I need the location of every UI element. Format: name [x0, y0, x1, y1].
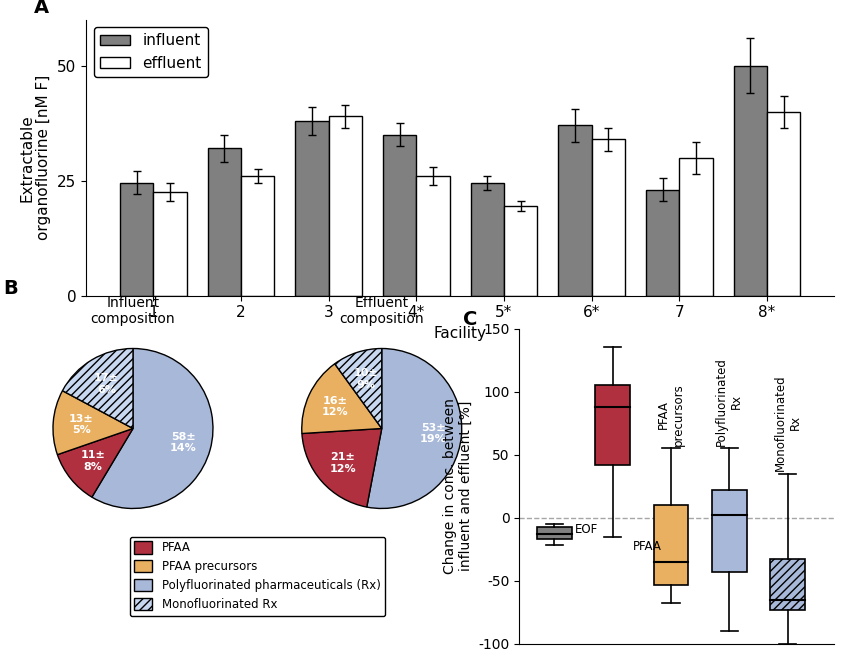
Title: Influent
composition: Influent composition — [90, 296, 175, 326]
Wedge shape — [302, 428, 382, 507]
Text: Monofluorinated
Rx: Monofluorinated Rx — [774, 374, 802, 471]
Bar — [329, 116, 362, 296]
Y-axis label: Change in conc. between
influent and effluent [%]: Change in conc. between influent and eff… — [443, 398, 473, 574]
Text: PFAA: PFAA — [633, 541, 662, 553]
Bar — [416, 176, 450, 296]
Bar — [770, 559, 805, 610]
Y-axis label: Extractable
organofluorine [nM F]: Extractable organofluorine [nM F] — [19, 75, 52, 240]
Legend: PFAA, PFAA precursors, Polyfluorinated pharmaceuticals (Rx), Monofluorinated Rx: PFAA, PFAA precursors, Polyfluorinated p… — [130, 537, 385, 616]
Wedge shape — [63, 348, 133, 428]
Bar — [537, 526, 572, 539]
Text: 13±
5%: 13± 5% — [69, 413, 94, 435]
Bar — [120, 183, 153, 296]
Text: B: B — [3, 279, 18, 298]
Text: PFAA
precursors: PFAA precursors — [657, 383, 685, 446]
Text: C: C — [463, 309, 477, 328]
Bar — [767, 112, 800, 296]
Bar — [295, 121, 329, 296]
Text: A: A — [34, 0, 49, 16]
Bar — [595, 385, 630, 464]
Bar — [470, 183, 504, 296]
Text: 21±
12%: 21± 12% — [329, 452, 356, 474]
Wedge shape — [53, 391, 133, 455]
Bar — [504, 206, 538, 296]
Text: 10±
9%: 10± 9% — [353, 368, 378, 390]
Legend: influent, effluent: influent, effluent — [94, 28, 208, 78]
Text: 58±
14%: 58± 14% — [169, 432, 196, 453]
Bar — [153, 193, 187, 296]
Bar — [558, 125, 592, 296]
Bar — [207, 148, 241, 296]
Wedge shape — [58, 428, 133, 497]
Wedge shape — [335, 348, 382, 428]
Text: 17±
6%: 17± 6% — [94, 373, 119, 395]
Wedge shape — [366, 348, 462, 509]
Bar — [646, 190, 679, 296]
X-axis label: Facility: Facility — [433, 326, 487, 341]
Text: 16±
12%: 16± 12% — [322, 396, 348, 417]
Bar — [592, 139, 625, 296]
Text: Polyfluorinated
Rx: Polyfluorinated Rx — [716, 357, 743, 446]
Bar — [654, 505, 689, 585]
Text: 11±
8%: 11± 8% — [80, 451, 105, 472]
Text: EOF: EOF — [574, 523, 598, 535]
Wedge shape — [302, 364, 382, 434]
Bar — [712, 490, 746, 572]
Wedge shape — [92, 348, 213, 509]
Bar — [383, 135, 416, 296]
Title: Effluent
composition: Effluent composition — [340, 296, 424, 326]
Bar — [734, 66, 767, 296]
Bar — [679, 158, 713, 296]
Text: 53±
19%: 53± 19% — [421, 422, 447, 444]
Bar — [241, 176, 274, 296]
